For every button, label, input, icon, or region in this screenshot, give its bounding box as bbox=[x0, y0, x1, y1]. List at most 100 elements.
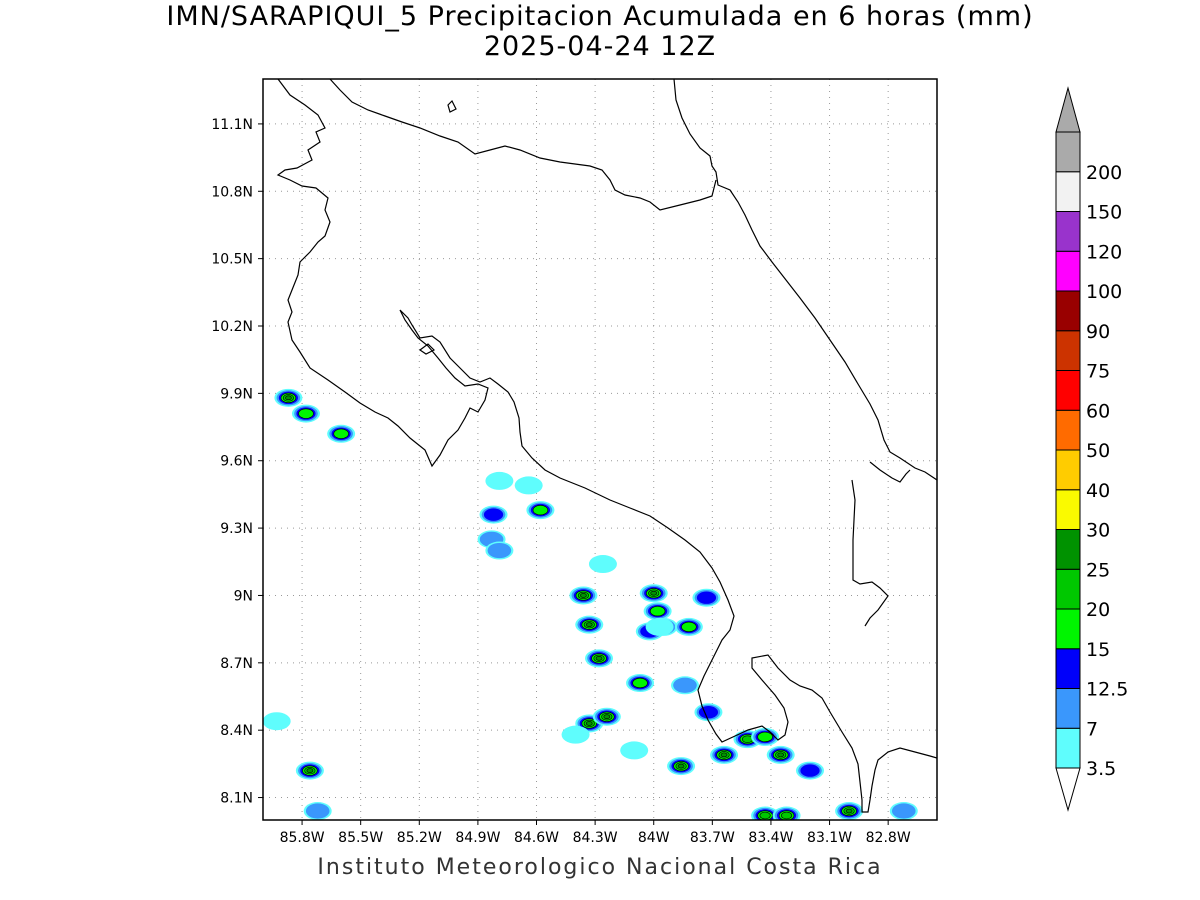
precip-cell bbox=[526, 501, 555, 520]
lake-islet bbox=[447, 99, 457, 113]
nicaragua-north-shore bbox=[329, 79, 717, 211]
lat-tick-label: 10.5N bbox=[211, 252, 253, 268]
precip-cell bbox=[835, 802, 864, 820]
precip-cell bbox=[694, 703, 723, 722]
map-title: IMN/SARAPIQUI_5 Precipitacion Acumulada … bbox=[0, 2, 1200, 62]
colorbar-swatch bbox=[1055, 330, 1081, 371]
lon-tick-label: 84.3W bbox=[573, 830, 618, 846]
colorbar-swatch bbox=[1055, 370, 1081, 411]
plot-background bbox=[263, 79, 937, 820]
panama-coast-east bbox=[869, 461, 911, 483]
colorbar-label: 60 bbox=[1086, 400, 1110, 422]
precip-cell bbox=[796, 761, 825, 780]
colorbar-swatch bbox=[1055, 171, 1081, 212]
precip-cell bbox=[626, 674, 655, 693]
lat-tick-label: 9.9N bbox=[220, 386, 253, 402]
colorbar-label: 3.5 bbox=[1086, 758, 1116, 780]
title-line-1: IMN/SARAPIQUI_5 Precipitacion Acumulada … bbox=[166, 1, 1034, 32]
precip-cell bbox=[303, 802, 332, 820]
colorbar-swatch bbox=[1055, 529, 1081, 570]
colorbar-upper-triangle bbox=[1055, 86, 1081, 133]
lat-tick-label: 8.1N bbox=[220, 791, 253, 807]
nicaragua-lake-shore bbox=[276, 79, 937, 813]
precip-cell bbox=[588, 555, 617, 574]
colorbar-label: 200 bbox=[1086, 162, 1122, 184]
colorbar-swatch bbox=[1055, 489, 1081, 530]
precip-cell bbox=[639, 584, 668, 603]
colorbar-label: 7 bbox=[1086, 718, 1098, 740]
lat-tick-label: 8.7N bbox=[220, 656, 253, 672]
panama-border bbox=[851, 479, 889, 627]
colorbar-label: 20 bbox=[1086, 599, 1110, 621]
precip-cell bbox=[620, 741, 649, 760]
colorbar-label: 75 bbox=[1086, 361, 1110, 383]
lon-tick-label: 83.1W bbox=[807, 830, 852, 846]
colorbar-lower-triangle bbox=[1055, 767, 1081, 812]
precip-cell bbox=[514, 476, 543, 495]
colorbar-swatch bbox=[1055, 568, 1081, 610]
colorbar-label: 40 bbox=[1086, 480, 1110, 502]
precip-cell bbox=[485, 541, 514, 560]
colorbar-label: 90 bbox=[1086, 321, 1110, 343]
precip-cell bbox=[710, 745, 739, 764]
lon-tick-label: 84W bbox=[638, 830, 670, 846]
caribbean-coast bbox=[673, 79, 937, 481]
colorbar-swatch bbox=[1055, 608, 1081, 650]
latitude-axis: 11.1N 10.8N 10.5N 10.2N 9.9N 9.6N 9.3N 9N 8.7N 8.… bbox=[211, 117, 263, 807]
colorbar: 3.5 7 12.5 15 20 25 30 40 50 60 75 90 100 120 150 200 bbox=[1055, 86, 1128, 812]
lat-tick-label: 10.2N bbox=[211, 319, 253, 335]
precip-cell bbox=[569, 586, 598, 605]
precip-cell bbox=[295, 761, 324, 780]
nicoya-islet bbox=[418, 343, 436, 355]
colorbar-swatch bbox=[1055, 727, 1081, 769]
precip-cell bbox=[291, 404, 320, 423]
lon-tick-label: 83.4W bbox=[748, 830, 793, 846]
lon-tick-label: 82.8W bbox=[866, 830, 911, 846]
lon-tick-label: 85.2W bbox=[397, 830, 442, 846]
precip-cell bbox=[274, 388, 303, 407]
lon-tick-label: 84.6W bbox=[514, 830, 559, 846]
lat-tick-label: 9.6N bbox=[220, 454, 253, 470]
precip-cell bbox=[889, 802, 918, 820]
colorbar-label: 15 bbox=[1086, 639, 1110, 661]
precip-cell bbox=[692, 588, 721, 607]
precipitation-cells bbox=[263, 388, 918, 820]
lon-tick-label: 85.8W bbox=[280, 830, 325, 846]
colorbar-swatch bbox=[1055, 688, 1081, 729]
lon-tick-label: 85.5W bbox=[338, 830, 383, 846]
lat-tick-label: 9.3N bbox=[220, 521, 253, 537]
colorbar-label: 100 bbox=[1086, 281, 1122, 303]
precip-cell bbox=[592, 707, 621, 726]
lat-tick-label: 10.8N bbox=[211, 184, 253, 200]
precip-cell bbox=[667, 757, 696, 776]
precip-cell bbox=[643, 602, 672, 621]
plot-frame bbox=[262, 78, 938, 821]
colorbar-swatch bbox=[1055, 250, 1081, 292]
lat-tick-label: 8.4N bbox=[220, 723, 253, 739]
colorbar-swatch bbox=[1055, 648, 1081, 689]
colorbar-label: 120 bbox=[1086, 241, 1122, 263]
lat-tick-label: 9N bbox=[234, 588, 253, 604]
lon-tick-label: 83.7W bbox=[690, 830, 735, 846]
colorbar-swatch bbox=[1055, 211, 1081, 252]
footer-credit: Instituto Meteorologico Nacional Costa R… bbox=[317, 855, 883, 880]
colorbar-label: 150 bbox=[1086, 202, 1122, 224]
precip-cell bbox=[766, 745, 795, 764]
title-line-2: 2025-04-24 12Z bbox=[483, 31, 717, 62]
coastlines bbox=[276, 79, 937, 813]
colorbar-swatch bbox=[1055, 131, 1081, 173]
colorbar-swatch bbox=[1055, 290, 1081, 332]
colorbar-label: 12.5 bbox=[1086, 679, 1128, 701]
colorbar-swatch bbox=[1055, 449, 1081, 491]
precip-cell bbox=[327, 424, 356, 443]
longitude-axis: 85.8W 85.5W 85.2W 84.9W 84.6W 84.3W 84W 83.7W 83… bbox=[280, 820, 911, 846]
colorbar-label: 30 bbox=[1086, 520, 1110, 542]
precip-cell bbox=[751, 806, 780, 820]
colorbar-label: 50 bbox=[1086, 440, 1110, 462]
precip-cell bbox=[263, 712, 291, 731]
precip-cell bbox=[674, 617, 703, 636]
precip-cell bbox=[575, 615, 604, 634]
lat-tick-label: 11.1N bbox=[211, 117, 253, 133]
colorbar-swatch bbox=[1055, 409, 1081, 451]
